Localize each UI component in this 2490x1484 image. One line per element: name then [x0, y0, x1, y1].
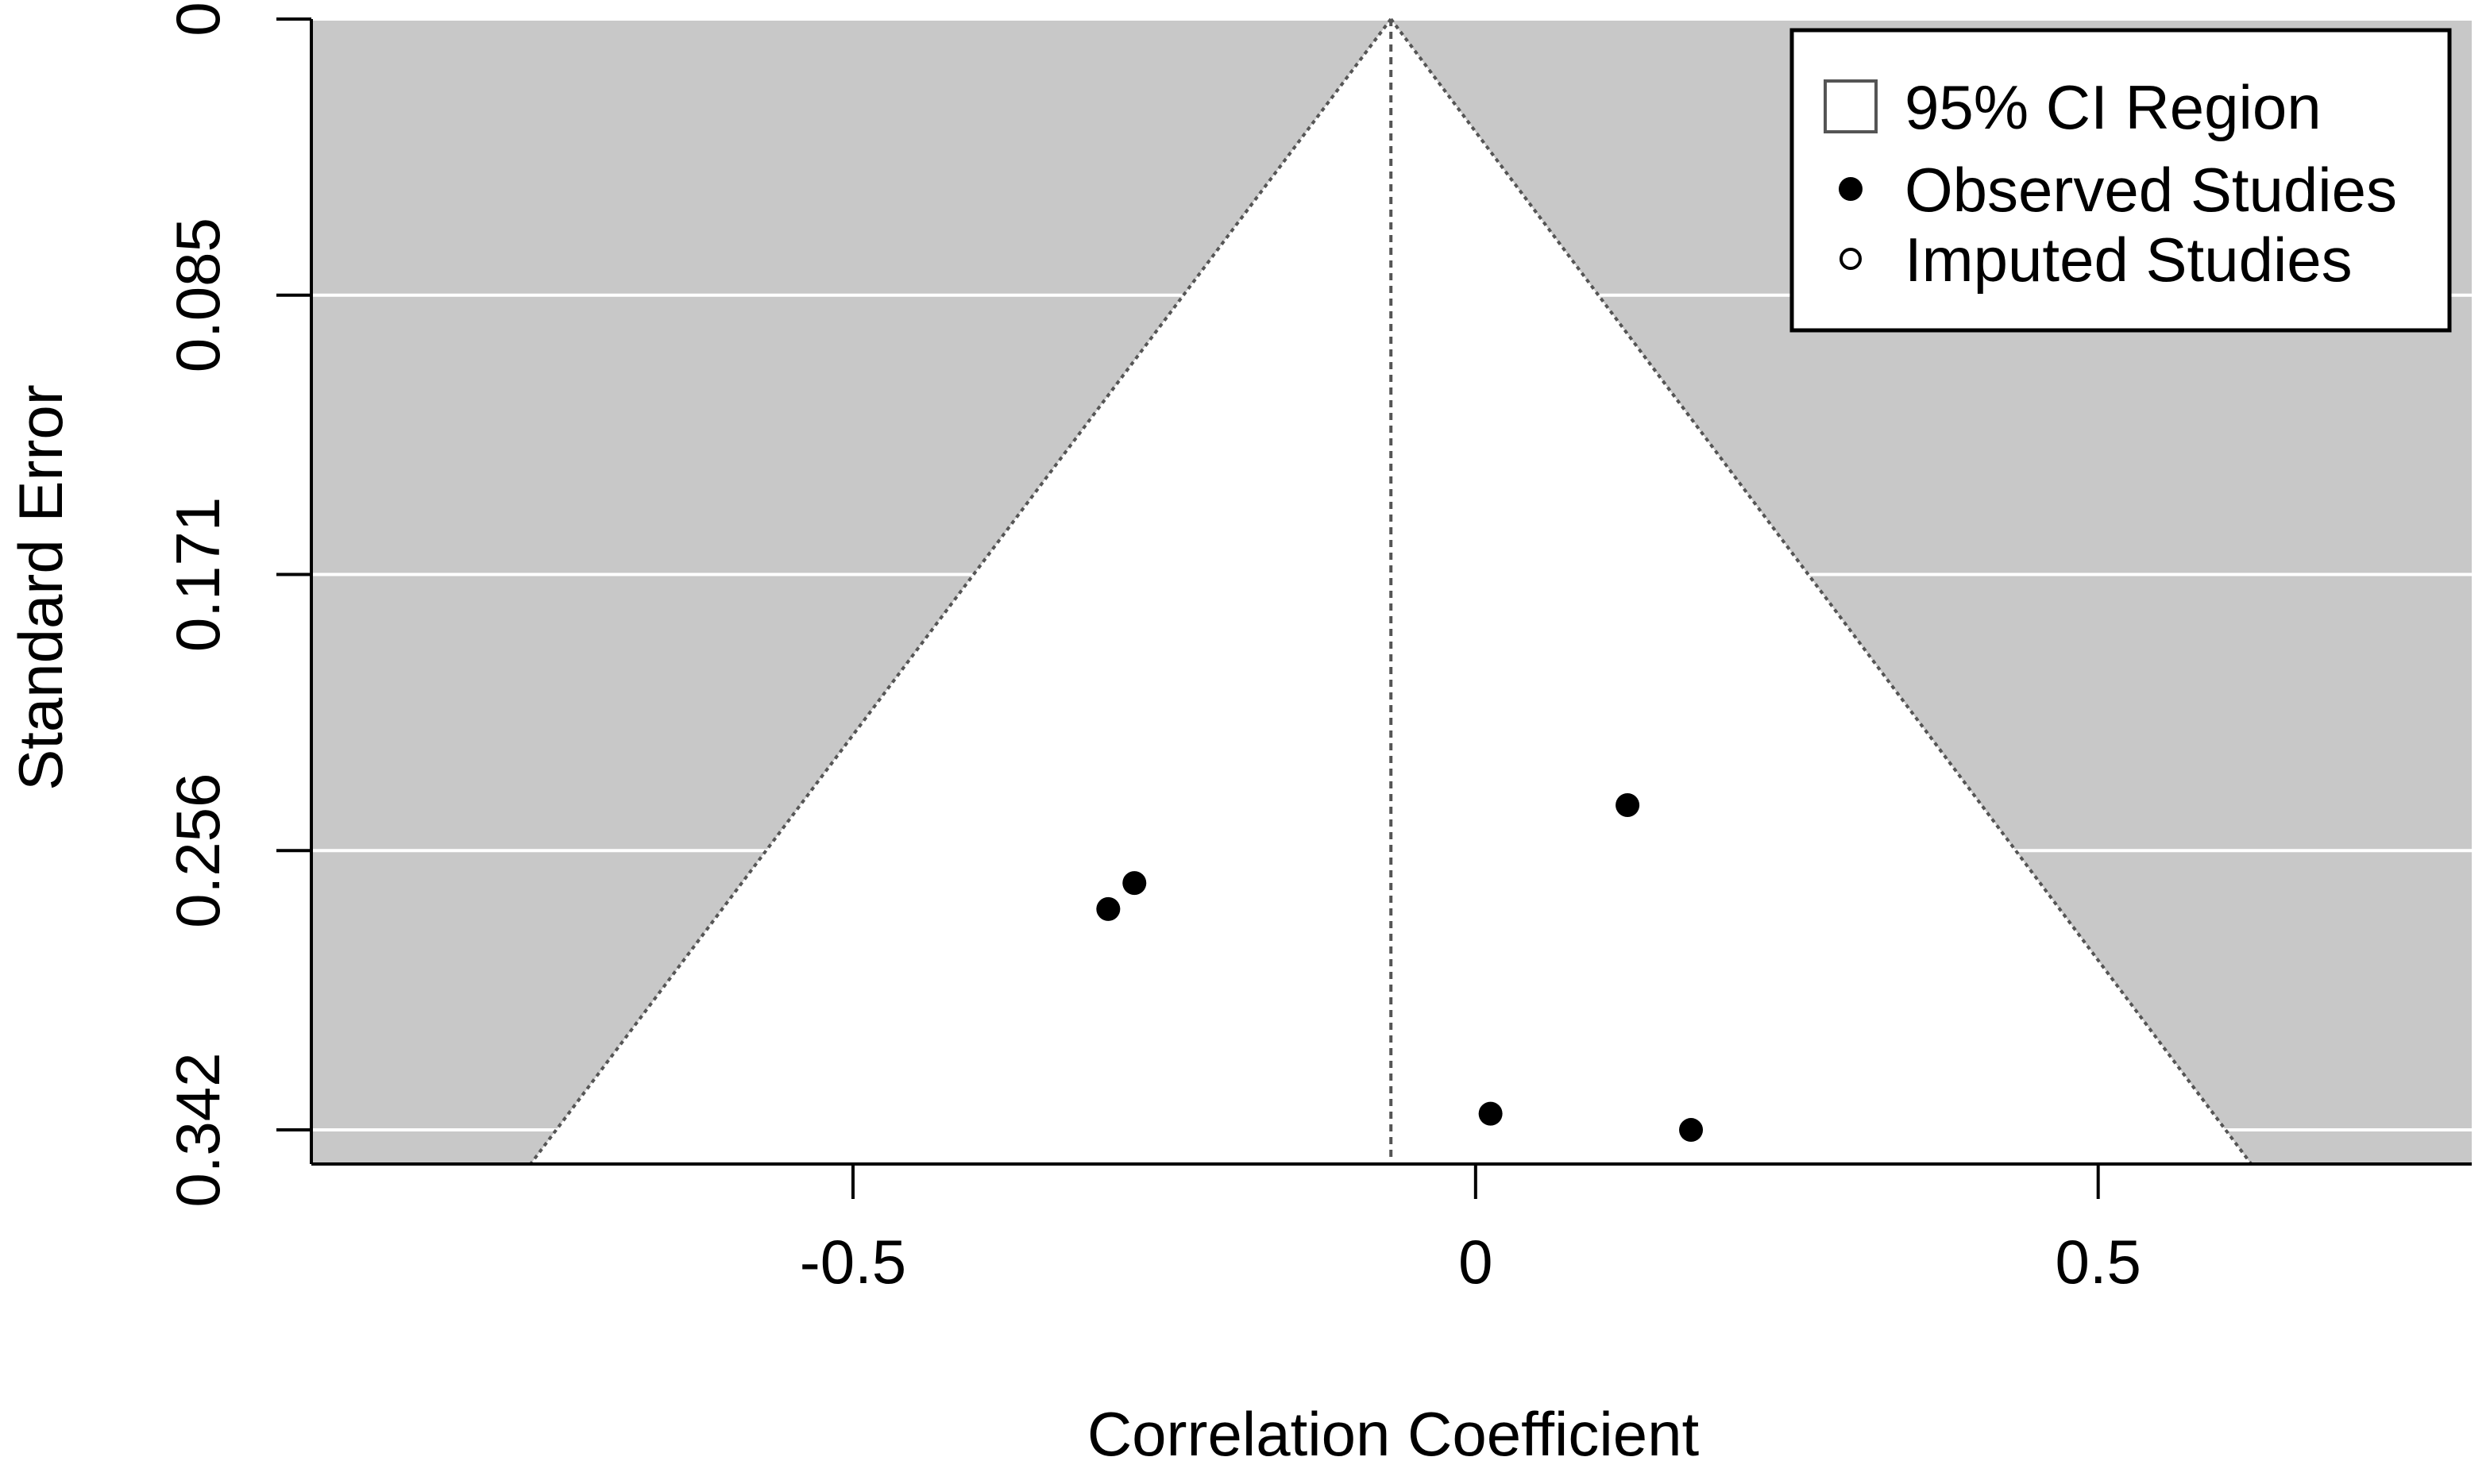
observed-study-point-1	[1122, 871, 1147, 896]
legend-symbol-imputed	[1840, 248, 1862, 270]
x-tick-label-2: 0.5	[2055, 1227, 2141, 1297]
y-axis-title: Standard Error	[6, 384, 75, 791]
legend-box	[1789, 28, 2452, 333]
legend-label-0: 95% CI Region	[1905, 72, 2322, 142]
legend-symbol-ci-region	[1824, 79, 1878, 133]
legend-label-1: Observed Studies	[1905, 155, 2397, 225]
legend-label-2: Imputed Studies	[1905, 225, 2353, 295]
observed-study-point-2	[1616, 792, 1640, 817]
x-axis-title: Correlation Coefficient	[1087, 1399, 1700, 1469]
x-tick-label-0: -0.5	[800, 1227, 906, 1297]
ci-left-boundary	[529, 17, 1392, 1166]
legend-symbol-observed	[1839, 177, 1863, 201]
observed-study-point-4	[1679, 1118, 1704, 1143]
ci-right-boundary	[1389, 17, 2253, 1166]
y-tick-label-4: 0.342	[163, 1052, 233, 1207]
y-tick-label-1: 0.085	[163, 218, 233, 372]
y-tick-label-3: 0.256	[163, 773, 233, 928]
y-tick-label-0: 0	[163, 2, 233, 36]
x-tick-label-1: 0	[1458, 1227, 1492, 1297]
observed-study-point-3	[1478, 1101, 1503, 1126]
y-tick-label-2: 0.171	[163, 497, 233, 652]
observed-study-point-0	[1096, 896, 1121, 921]
